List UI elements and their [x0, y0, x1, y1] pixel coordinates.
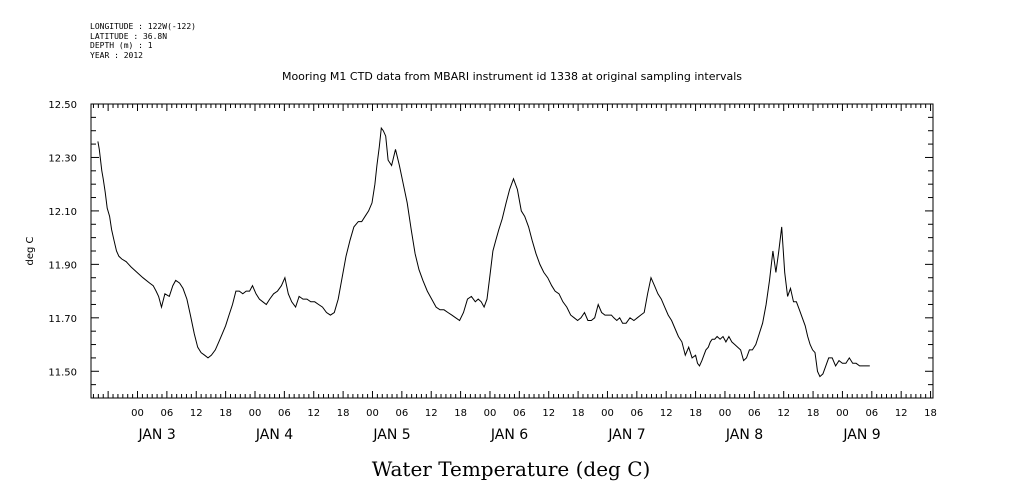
- x-tick-label: 12: [542, 408, 555, 419]
- x-tick-label: 12: [190, 408, 203, 419]
- x-tick-labels: 00 06 12 18 00 06 12 18 00 06 12 18 00 06 12 18 00 06 12 18…: [131, 408, 937, 443]
- x-tick-label: 12: [425, 408, 438, 419]
- x-day-label: JAN 9: [842, 427, 880, 443]
- y-tick-label: 12.10: [48, 207, 77, 218]
- y-tick-label: 12.50: [48, 100, 77, 111]
- x-tick-label: 00: [249, 408, 262, 419]
- x-tick-label: 18: [337, 408, 350, 419]
- latitude-label: LATITUDE : 36.8N: [90, 31, 168, 41]
- x-tick-label: 06: [865, 408, 878, 419]
- x-tick-label: 12: [777, 408, 790, 419]
- x-tick-label: 18: [454, 408, 467, 419]
- x-tick-label: 00: [836, 408, 849, 419]
- x-tick-label: 12: [895, 408, 908, 419]
- x-day-label: JAN 5: [372, 427, 410, 443]
- axis-ticks: [91, 103, 933, 399]
- x-tick-label: 18: [689, 408, 702, 419]
- y-tick-label: 11.50: [48, 367, 77, 378]
- x-tick-label: 06: [395, 408, 408, 419]
- y-tick-label: 11.70: [48, 314, 77, 325]
- x-tick-label: 00: [601, 408, 614, 419]
- x-tick-label: 06: [161, 408, 174, 419]
- x-tick-label: 00: [719, 408, 732, 419]
- longitude-label: LONGITUDE : 122W(-122): [90, 22, 196, 31]
- x-tick-label: 06: [278, 408, 291, 419]
- x-tick-label: 00: [484, 408, 497, 419]
- x-day-label: JAN 6: [490, 427, 528, 443]
- year-label: YEAR : 2012: [90, 50, 143, 60]
- chart-title: Mooring M1 CTD data from MBARI instrumen…: [282, 70, 742, 83]
- plot-frame: [90, 103, 934, 399]
- x-tick-label: 18: [924, 408, 937, 419]
- x-tick-label: 12: [307, 408, 320, 419]
- x-day-label: JAN 3: [137, 427, 175, 443]
- x-axis-label: Water Temperature (deg C): [372, 457, 651, 481]
- x-tick-label: 18: [807, 408, 820, 419]
- x-tick-label: 06: [513, 408, 526, 419]
- y-tick-label: 12.30: [48, 153, 77, 164]
- temperature-series-line: [97, 126, 870, 378]
- metadata-block: LONGITUDE : 122W(-122) LATITUDE : 36.8N …: [90, 22, 196, 60]
- x-tick-label: 12: [660, 408, 673, 419]
- depth-label: DEPTH (m) : 1: [90, 41, 153, 50]
- x-tick-label: 06: [630, 408, 643, 419]
- y-tick-label: 11.90: [48, 260, 77, 271]
- x-day-label: JAN 7: [607, 427, 645, 443]
- x-tick-label: 18: [572, 408, 585, 419]
- y-axis-label: deg C: [25, 236, 36, 265]
- x-tick-label: 18: [219, 408, 232, 419]
- x-day-label: JAN 8: [725, 427, 763, 443]
- x-tick-label: 00: [131, 408, 144, 419]
- x-tick-label: 00: [366, 408, 379, 419]
- x-day-label: JAN 4: [255, 427, 293, 443]
- x-tick-label: 06: [748, 408, 761, 419]
- y-tick-labels: 12.50 12.30 12.10 11.90 11.70 11.50: [48, 100, 77, 378]
